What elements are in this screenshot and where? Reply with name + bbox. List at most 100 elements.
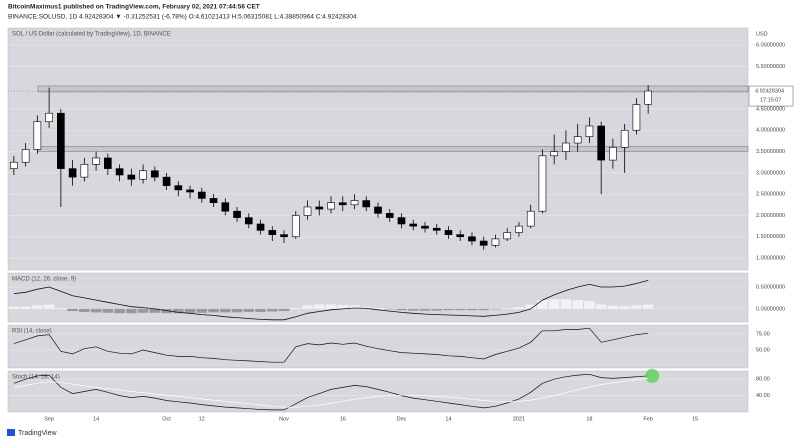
histogram-bar (102, 308, 114, 313)
candle-body (68, 168, 77, 178)
candle-body (597, 125, 605, 161)
candle-body (327, 202, 335, 210)
histogram-bar (161, 308, 172, 314)
candle-body (632, 104, 641, 131)
x-tick-label: Oct (162, 416, 171, 422)
histogram-bar (349, 305, 360, 309)
histogram-bar (220, 308, 231, 313)
candle-body (374, 206, 382, 214)
histogram-bar (67, 308, 78, 312)
price-tag (748, 85, 794, 107)
histogram-bar (79, 308, 90, 312)
histogram-bar (208, 308, 219, 313)
x-tick-label: 14 (445, 416, 451, 422)
histogram-bar (443, 308, 454, 311)
histogram-bar (114, 308, 125, 314)
candle-body (244, 217, 253, 225)
x-tick-label: Feb (643, 416, 652, 422)
candle-body (562, 142, 570, 152)
panel-title: Stoch (14, 28, 14) (12, 375, 60, 381)
y-tick-label: 0.00000000 (756, 306, 785, 312)
candle-body (303, 206, 312, 216)
histogram-bar (231, 308, 243, 313)
histogram-bar (20, 306, 31, 309)
histogram-bar (313, 304, 325, 309)
panel-background (7, 272, 749, 323)
histogram-bar (396, 308, 407, 311)
x-tick-label: 12 (199, 416, 205, 422)
histogram-bar (360, 306, 372, 309)
candle-body (57, 112, 65, 169)
candle-body (139, 170, 147, 180)
candle-body (209, 198, 218, 203)
candle-body (233, 210, 241, 218)
histogram-bar (255, 308, 266, 312)
indicator-line (13, 373, 649, 411)
candle-body (526, 210, 535, 227)
histogram-bar (184, 308, 196, 313)
candle-body (362, 200, 371, 208)
histogram-bar (90, 308, 102, 313)
candle-body (33, 121, 42, 150)
candle-body (104, 157, 112, 169)
countdown-label: 17:15:07 (760, 98, 781, 104)
histogram-bar (278, 308, 290, 312)
candle-body (385, 213, 394, 218)
panel-title: SOL / US Dollar (calculated by TradingVi… (12, 32, 171, 38)
panel-background (7, 370, 749, 413)
x-tick-label: Nov (279, 416, 289, 422)
candle-body (515, 225, 523, 233)
indicator-line (13, 280, 649, 321)
candle-body (291, 215, 300, 238)
candle-body (609, 146, 617, 161)
histogram-bar (619, 306, 630, 309)
candle-body (151, 170, 159, 178)
panel-title: MACD (12, 26, close, 9) (12, 277, 76, 283)
histogram-bar (537, 300, 548, 309)
candle-body (432, 227, 441, 231)
author-line: BitcoinMaximus1 published on TradingView… (8, 4, 260, 11)
x-tick-label: 15 (692, 416, 698, 422)
y-tick-label: 3.50000000 (756, 149, 785, 155)
y-tick-label: 1.00000000 (756, 256, 785, 262)
candle-body (162, 176, 171, 186)
y-tick-label: 4.50000000 (756, 106, 785, 112)
histogram-bar (454, 308, 466, 311)
y-tick-label: 4.00000000 (756, 128, 785, 134)
candle-body (503, 232, 512, 240)
histogram-bar (607, 305, 619, 309)
histogram-bar (478, 308, 489, 311)
y-tick-label: 75.00 (756, 331, 770, 337)
candle-body (256, 223, 265, 231)
y-tick-label: 5.50000000 (756, 64, 785, 70)
candle-body (538, 155, 547, 212)
candle-body (444, 230, 453, 235)
histogram-bar (407, 308, 419, 311)
histogram-bar (55, 308, 67, 309)
histogram-bar (642, 304, 654, 309)
candle-body (491, 238, 500, 246)
candle-body (21, 149, 30, 163)
candle-body (421, 225, 429, 229)
x-tick-label: 18 (586, 416, 592, 422)
candle-body (315, 206, 324, 210)
indicator-line (13, 327, 649, 363)
histogram-bar (126, 308, 137, 314)
zone (37, 146, 749, 152)
candle-body (338, 202, 347, 206)
candle-body (585, 125, 594, 137)
candle-body (644, 90, 652, 105)
histogram-bar (525, 304, 536, 309)
x-tick-label: Dec (397, 416, 407, 422)
candle-body (127, 174, 136, 180)
panel-title: RSI (14, close) (12, 329, 52, 335)
candle-body (186, 189, 194, 193)
candle-body (45, 112, 53, 123)
y-tick-label: 40.00 (756, 393, 770, 399)
price-tag-label: 4.92428304 (755, 89, 784, 95)
indicator-line (13, 378, 649, 408)
histogram-bar (32, 305, 43, 309)
histogram-bar (173, 308, 184, 314)
y-tick-label: 3.00000000 (756, 170, 785, 176)
